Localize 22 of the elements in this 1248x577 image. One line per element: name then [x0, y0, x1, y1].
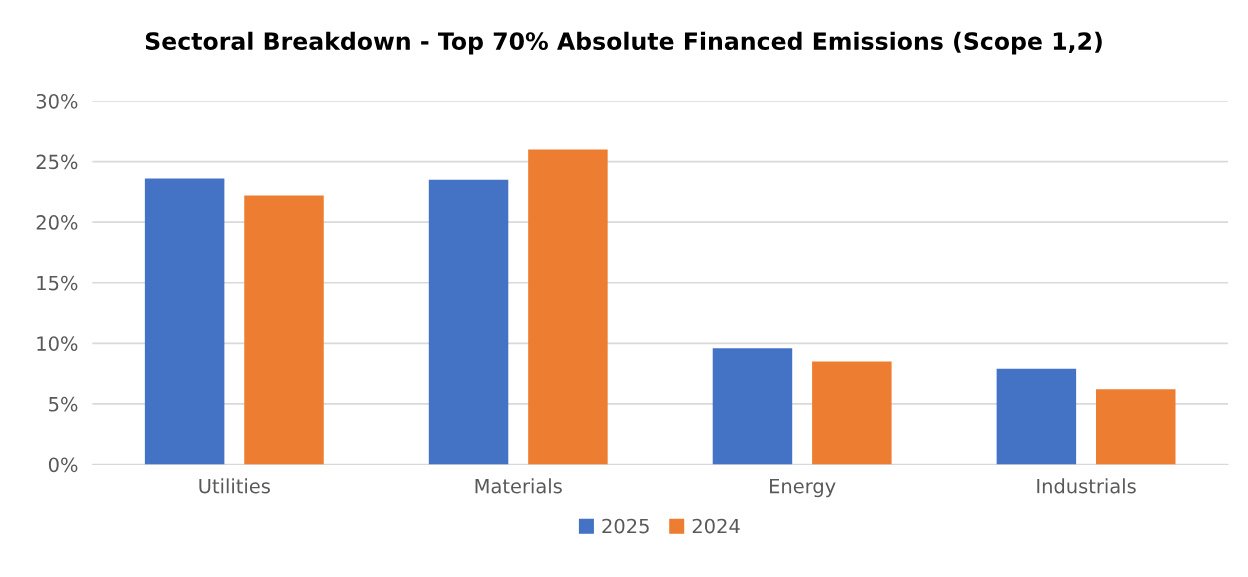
bar	[244, 195, 324, 465]
x-tick-label: Industrials	[1037, 478, 1136, 494]
chart-title: Sectoral Breakdown - Top 70% Absolute Financed Emissions (Scope 1,2)	[145, 31, 1102, 55]
y-tick-label: 25%	[36, 154, 78, 170]
y-tick-label: 20%	[36, 215, 78, 230]
bar	[712, 348, 793, 465]
y-tick-label: 10%	[37, 336, 78, 351]
bar	[428, 179, 509, 465]
y-tick-label: 15%	[37, 275, 78, 291]
y-tick-label: 5%	[49, 396, 78, 412]
bar	[1096, 389, 1176, 465]
y-tick-label: 0%	[48, 457, 78, 473]
bar	[996, 368, 1077, 465]
legend-label: 2025	[602, 518, 649, 534]
legend-label: 2024	[692, 518, 740, 534]
y-tick-label: 30%	[36, 93, 78, 109]
x-tick-label: Utilities	[199, 478, 270, 494]
x-tick-label: Energy	[770, 478, 836, 498]
bar	[144, 178, 225, 465]
x-tick-label: Materials	[475, 478, 562, 494]
bar	[812, 361, 892, 465]
bar	[528, 149, 608, 465]
